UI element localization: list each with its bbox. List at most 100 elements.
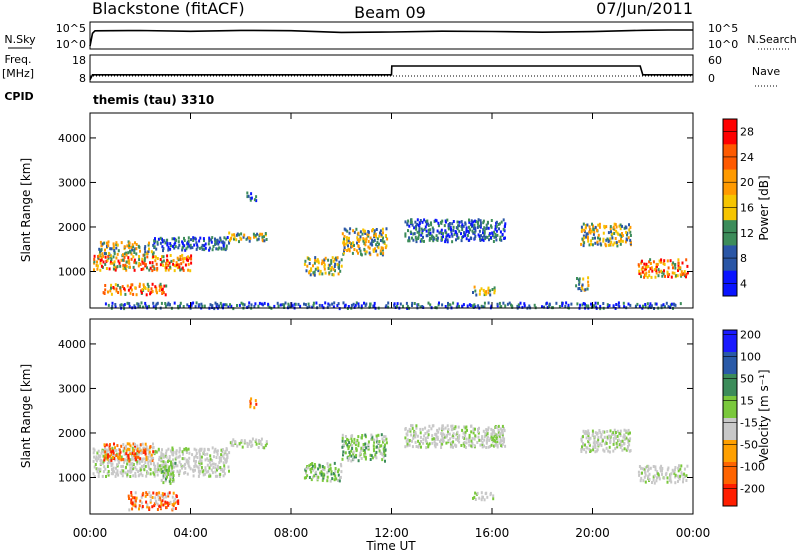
data-cell [666, 270, 669, 274]
data-cell [488, 438, 491, 442]
data-cell [407, 229, 409, 233]
data-cell [240, 440, 243, 444]
data-cell [104, 288, 107, 292]
data-cell [355, 453, 358, 457]
data-cell [258, 439, 260, 443]
data-cell [200, 459, 203, 463]
data-cell [204, 468, 207, 472]
data-cell [347, 457, 350, 460]
data-cell [320, 470, 323, 473]
data-cell [100, 462, 103, 466]
data-cell [501, 424, 504, 428]
data-cell [589, 436, 592, 440]
data-cell [93, 260, 96, 264]
data-cell [219, 456, 222, 460]
data-cell [666, 476, 669, 480]
data-cell [173, 237, 176, 241]
data-cell [128, 442, 131, 446]
y-tick-label: 1000 [58, 265, 86, 278]
data-cell [436, 428, 439, 432]
data-cell [654, 465, 657, 469]
data-cell [97, 475, 100, 478]
data-cell [415, 426, 418, 430]
data-cell [223, 464, 226, 468]
data-cell [607, 449, 610, 453]
data-cell [347, 239, 350, 243]
data-cell [174, 461, 177, 465]
data-cell [166, 501, 169, 505]
data-cell [213, 307, 216, 311]
data-cell [679, 273, 682, 277]
data-cell [656, 476, 658, 480]
data-cell [627, 236, 630, 240]
data-cell [116, 471, 119, 474]
data-cell [385, 227, 388, 231]
data-cell [317, 269, 320, 273]
data-cell [499, 427, 502, 431]
data-cell [396, 302, 399, 306]
data-cell [336, 256, 339, 260]
data-cell [160, 478, 163, 482]
data-cell [581, 303, 584, 307]
data-cell [369, 236, 372, 240]
data-cell [488, 232, 491, 236]
data-cell [587, 284, 590, 287]
data-cell [195, 301, 198, 305]
data-cell [434, 442, 437, 446]
data-cell [215, 304, 218, 308]
data-cell [124, 263, 127, 267]
data-cell [487, 286, 490, 290]
data-cell [616, 231, 619, 235]
data-cell [357, 302, 360, 306]
data-cell [414, 440, 417, 444]
data-cell [455, 238, 457, 242]
data-cell [107, 303, 110, 307]
data-cell [580, 450, 583, 453]
data-cell [427, 222, 430, 226]
data-cell [482, 231, 484, 235]
data-cell [203, 450, 205, 454]
data-cell [326, 475, 329, 479]
data-cell [349, 453, 351, 457]
data-cell [404, 220, 407, 224]
data-cell [435, 234, 438, 238]
data-cell [129, 249, 131, 253]
data-cell [482, 495, 484, 499]
data-cell [477, 220, 479, 224]
data-cell [484, 432, 487, 436]
data-cell [602, 302, 605, 305]
data-cell [147, 463, 150, 467]
data-cell [185, 451, 188, 454]
data-cell [329, 467, 332, 471]
data-cell [567, 303, 570, 307]
data-cell [254, 234, 257, 238]
data-cell [171, 237, 174, 241]
data-cell [195, 459, 197, 463]
data-cell [145, 500, 148, 504]
data-cell [119, 470, 122, 474]
freq-label: Freq. [4, 53, 31, 66]
data-cell [654, 468, 657, 472]
data-cell [156, 268, 159, 272]
data-cell [373, 238, 376, 242]
data-cell [497, 424, 500, 428]
data-cell [116, 444, 119, 448]
data-cell [622, 435, 625, 439]
data-cell [338, 260, 341, 264]
data-cell [120, 258, 123, 262]
data-cell [588, 230, 591, 234]
data-cell [377, 433, 380, 437]
data-cell [321, 478, 324, 482]
x-tick-labels: 00:00 04:00 08:00 12:00 16:00 20:00 00:00 [73, 526, 711, 540]
data-cell [588, 443, 591, 447]
data-cell [157, 467, 160, 471]
data-cell [541, 305, 543, 309]
data-cell [168, 502, 171, 505]
data-cell [139, 443, 142, 447]
data-cell [382, 455, 385, 459]
data-cell [140, 459, 143, 463]
data-cell [504, 304, 507, 308]
data-cell [308, 464, 311, 468]
data-cell [346, 229, 349, 233]
data-cell [677, 469, 680, 473]
